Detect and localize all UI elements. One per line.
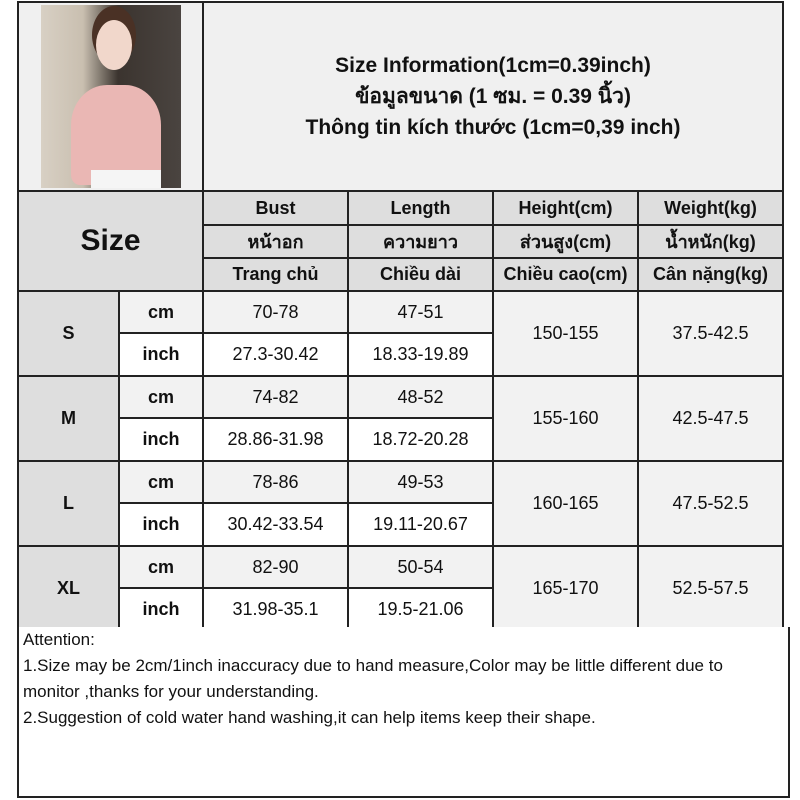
table-row: XL cm 82-90 50-54 165-170 52.5-57.5: [17, 545, 785, 632]
attention-note-2: 2.Suggestion of cold water hand washing,…: [23, 708, 596, 727]
bust-inch: 30.42-33.54: [202, 502, 349, 547]
length-cm: 49-53: [347, 460, 494, 504]
table-row: S cm 70-78 47-51 150-155 37.5-42.5: [17, 290, 785, 377]
col-length: Length: [347, 190, 494, 226]
weight-value: 47.5-52.5: [636, 460, 785, 547]
weight-value: 37.5-42.5: [636, 290, 785, 377]
table-row: inch 27.3-30.42 18.33-19.89: [18, 332, 783, 377]
length-inch: 18.72-20.28: [347, 417, 494, 462]
size-label: L: [17, 460, 120, 547]
unit-inch: inch: [118, 332, 204, 377]
col-bust-vi: Trang chủ: [202, 257, 349, 292]
length-cm: 48-52: [347, 375, 494, 419]
length-inch: 18.33-19.89: [347, 332, 494, 377]
bust-cm: 78-86: [202, 460, 349, 504]
table-row: M cm 74-82 48-52 155-160 42.5-47.5: [17, 375, 785, 462]
unit-cm: cm: [118, 375, 204, 419]
col-height-vi: Chiều cao(cm): [492, 257, 639, 292]
col-length-vi: Chiều dài: [347, 257, 494, 292]
col-length-thai: ความยาว: [347, 224, 494, 259]
product-photo-cell: [17, 1, 204, 192]
height-value: 160-165: [492, 460, 639, 547]
length-cm: 50-54: [347, 545, 494, 589]
product-photo: [40, 5, 181, 188]
unit-cm: cm: [118, 545, 204, 589]
height-value: 155-160: [492, 375, 639, 462]
col-bust: Bust: [202, 190, 349, 226]
bust-inch: 28.86-31.98: [202, 417, 349, 462]
unit-inch: inch: [118, 502, 204, 547]
col-height: Height(cm): [492, 190, 639, 226]
col-bust-thai: หน้าอก: [202, 224, 349, 259]
attention-notes: Attention: 1.Size may be 2cm/1inch inacc…: [17, 627, 790, 798]
length-inch: 19.5-21.06: [347, 587, 494, 632]
title-thai: ข้อมูลขนาด (1 ซม. = 0.39 นิ้ว): [355, 85, 631, 108]
size-label: XL: [17, 545, 120, 632]
unit-inch: inch: [118, 417, 204, 462]
table-row: inch 28.86-31.98 18.72-20.28: [18, 417, 783, 462]
bust-inch: 27.3-30.42: [202, 332, 349, 377]
size-chart-table: Size Information(1cm=0.39inch) ข้อมูลขนา…: [17, 1, 785, 632]
title-vietnamese: Thông tin kích thước (1cm=0,39 inch): [305, 116, 681, 139]
unit-inch: inch: [118, 587, 204, 632]
length-cm: 47-51: [347, 290, 494, 334]
height-value: 150-155: [492, 290, 639, 377]
title-cell: Size Information(1cm=0.39inch) ข้อมูลขนา…: [201, 1, 785, 192]
weight-value: 42.5-47.5: [636, 375, 785, 462]
size-label: S: [17, 290, 120, 377]
title-english: Size Information(1cm=0.39inch): [335, 54, 651, 77]
table-row: L cm 78-86 49-53 160-165 47.5-52.5: [17, 460, 785, 547]
col-weight: Weight(kg): [636, 190, 785, 226]
bust-cm: 70-78: [202, 290, 349, 334]
col-weight-vi: Cân nặng(kg): [636, 257, 785, 292]
attention-heading: Attention:: [23, 630, 95, 649]
size-label: M: [17, 375, 120, 462]
weight-value: 52.5-57.5: [636, 545, 785, 632]
table-row: inch 31.98-35.1 19.5-21.06: [18, 587, 783, 632]
bust-inch: 31.98-35.1: [202, 587, 349, 632]
unit-cm: cm: [118, 290, 204, 334]
bust-cm: 74-82: [202, 375, 349, 419]
col-weight-thai: น้ำหนัก(kg): [636, 224, 785, 259]
unit-cm: cm: [118, 460, 204, 504]
length-inch: 19.11-20.67: [347, 502, 494, 547]
height-value: 165-170: [492, 545, 639, 632]
bust-cm: 82-90: [202, 545, 349, 589]
col-height-thai: ส่วนสูง(cm): [492, 224, 639, 259]
size-header: Size: [17, 190, 204, 292]
table-row: inch 30.42-33.54 19.11-20.67: [18, 502, 783, 547]
attention-note-1: 1.Size may be 2cm/1inch inaccuracy due t…: [23, 656, 728, 701]
